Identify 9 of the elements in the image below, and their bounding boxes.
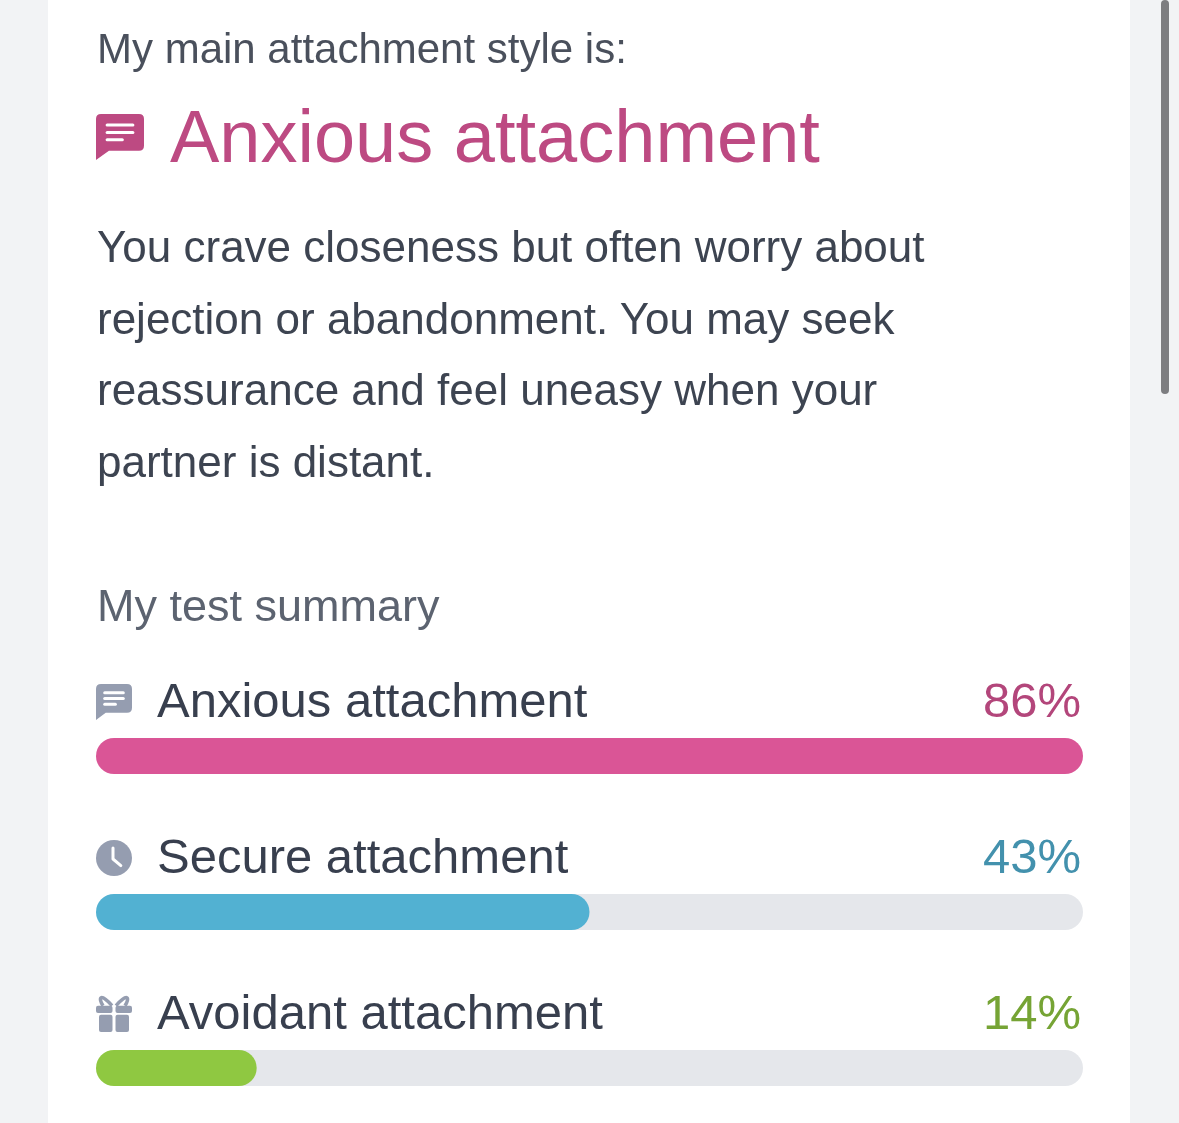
- data-label: 14%: [982, 985, 1081, 1039]
- data-label: 86%: [982, 673, 1081, 727]
- y-tick-label: Avoidant attachment: [157, 985, 604, 1039]
- annotation: My test summary: [97, 580, 441, 631]
- y-tick-label: Secure attachment: [157, 829, 569, 883]
- text: My main attachment style is:: [97, 25, 627, 72]
- data-label: 43%: [982, 829, 1081, 883]
- y-tick-label: Anxious attachment: [157, 673, 588, 727]
- chart-subtitle: You crave closeness but often worry about rejection or abandonment. You may seek reassurance and feel uneasy when your partner is distant.: [97, 222, 925, 486]
